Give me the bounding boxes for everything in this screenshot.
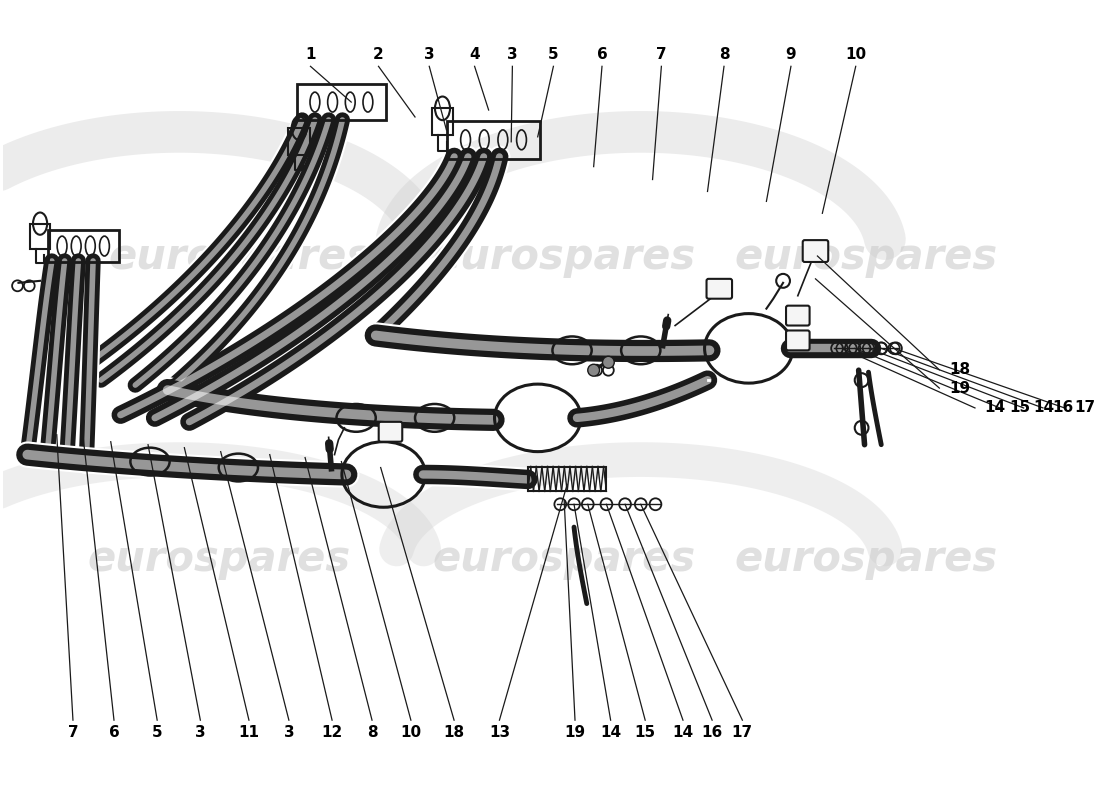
- Text: 14: 14: [984, 401, 1005, 415]
- FancyBboxPatch shape: [786, 330, 810, 350]
- Text: 19: 19: [949, 381, 970, 395]
- Text: 6: 6: [596, 47, 607, 62]
- Text: 14: 14: [672, 725, 693, 739]
- FancyBboxPatch shape: [378, 422, 403, 442]
- Text: 1: 1: [305, 47, 316, 62]
- Text: 15: 15: [1010, 401, 1031, 415]
- Text: 16: 16: [702, 725, 723, 739]
- Text: 3: 3: [507, 47, 518, 62]
- Text: 7: 7: [656, 47, 667, 62]
- Text: 14: 14: [1033, 401, 1055, 415]
- Text: 5: 5: [548, 47, 559, 62]
- Text: 7: 7: [67, 725, 78, 739]
- Text: 13: 13: [488, 725, 510, 739]
- Text: 8: 8: [366, 725, 377, 739]
- Text: 18: 18: [949, 362, 970, 378]
- Circle shape: [587, 364, 600, 376]
- Text: 15: 15: [635, 725, 656, 739]
- Text: 11: 11: [239, 725, 260, 739]
- FancyBboxPatch shape: [706, 279, 732, 298]
- Text: eurospares: eurospares: [735, 538, 998, 580]
- Text: 12: 12: [321, 725, 343, 739]
- Text: 17: 17: [1075, 401, 1096, 415]
- Text: 17: 17: [732, 725, 752, 739]
- Text: eurospares: eurospares: [109, 236, 372, 278]
- Text: eurospares: eurospares: [432, 236, 696, 278]
- Text: 6: 6: [109, 725, 120, 739]
- Text: 3: 3: [195, 725, 206, 739]
- FancyBboxPatch shape: [803, 240, 828, 262]
- Text: 16: 16: [1053, 401, 1074, 415]
- FancyBboxPatch shape: [786, 306, 810, 326]
- Text: 14: 14: [601, 725, 621, 739]
- Text: 4: 4: [470, 47, 480, 62]
- Text: 5: 5: [152, 725, 163, 739]
- Text: 9: 9: [785, 47, 796, 62]
- Text: 10: 10: [845, 47, 867, 62]
- Text: 3: 3: [284, 725, 294, 739]
- Text: 8: 8: [718, 47, 729, 62]
- Text: 2: 2: [373, 47, 384, 62]
- Text: 10: 10: [400, 725, 421, 739]
- Text: 19: 19: [564, 725, 585, 739]
- Text: 3: 3: [424, 47, 434, 62]
- Text: 18: 18: [443, 725, 464, 739]
- Text: eurospares: eurospares: [432, 538, 696, 580]
- Text: eurospares: eurospares: [735, 236, 998, 278]
- Text: eurospares: eurospares: [87, 538, 350, 580]
- Circle shape: [603, 356, 614, 368]
